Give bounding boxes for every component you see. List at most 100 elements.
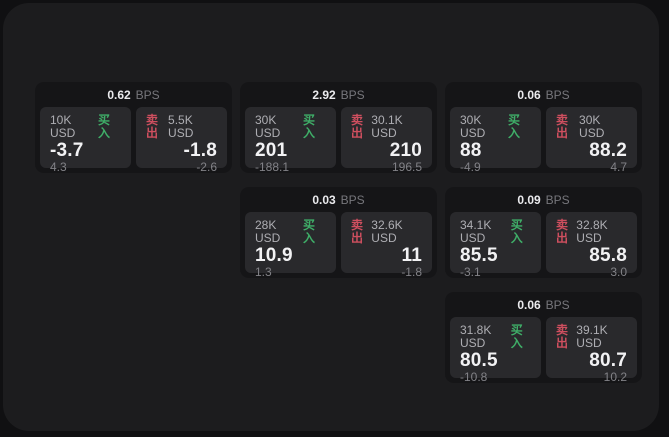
buy-pane-top: 30K USD 买入 — [255, 114, 326, 140]
sell-price: 88.2 — [589, 140, 627, 161]
buy-side-label: 买入 — [302, 218, 315, 245]
buy-pane-top: 10K USD 买入 — [50, 114, 121, 140]
quotes-grid: 0.62 BPS 10K USD 买入 -3.7 4.3 卖出 5.5K USD… — [35, 82, 642, 384]
card-header: 0.03 BPS — [245, 187, 432, 212]
buy-pane-top: 31.8K USD 买入 — [460, 324, 531, 350]
buy-pane-top: 34.1K USD 买入 — [460, 219, 531, 245]
card-header: 2.92 BPS — [245, 82, 432, 107]
sell-pane[interactable]: 卖出 5.5K USD -1.8 -2.6 — [136, 107, 227, 174]
sell-price: 80.7 — [589, 350, 627, 371]
sell-price: 210 — [389, 140, 422, 161]
sell-change: 3.0 — [610, 265, 627, 279]
sell-pane-top: 卖出 39.1K USD — [556, 324, 627, 350]
buy-pane[interactable]: 30K USD 买入 201 -188.1 — [245, 107, 336, 174]
sell-amount: 32.8K USD — [576, 218, 608, 245]
sell-pane-top: 卖出 5.5K USD — [146, 114, 217, 140]
card-header: 0.62 BPS — [40, 82, 227, 107]
buy-price: 88 — [460, 140, 482, 161]
buy-pane[interactable]: 34.1K USD 买入 85.5 -3.1 — [450, 212, 541, 279]
quote-card: 0.62 BPS 10K USD 买入 -3.7 4.3 卖出 5.5K USD… — [35, 82, 232, 174]
buy-side-label: 买入 — [302, 113, 315, 140]
sell-amount: 32.6K USD — [371, 218, 403, 245]
buy-side-label: 买入 — [510, 323, 523, 350]
bps-unit-label: BPS — [545, 192, 570, 207]
sell-pane-top: 卖出 30K USD — [556, 114, 627, 140]
card-body: 30K USD 买入 201 -188.1 卖出 30.1K USD 210 1… — [245, 107, 432, 174]
buy-amount: 30K USD — [460, 113, 486, 140]
sell-change: -2.6 — [196, 160, 217, 174]
buy-change: -188.1 — [255, 160, 290, 174]
sell-amount: 5.5K USD — [168, 113, 194, 140]
buy-amount: 30K USD — [255, 113, 281, 140]
sell-amount: 39.1K USD — [576, 323, 608, 350]
buy-change: 4.3 — [50, 160, 67, 174]
bps-value: 0.09 — [517, 192, 541, 207]
bps-unit-label: BPS — [340, 87, 365, 102]
sell-side-label: 卖出 — [146, 113, 159, 140]
buy-change: -10.8 — [460, 370, 488, 384]
bps-value: 0.06 — [517, 87, 541, 102]
bps-value: 2.92 — [312, 87, 336, 102]
quote-card: 0.03 BPS 28K USD 买入 10.9 1.3 卖出 32.6K US… — [240, 187, 437, 279]
sell-amount: 30K USD — [579, 113, 605, 140]
card-body: 31.8K USD 买入 80.5 -10.8 卖出 39.1K USD 80.… — [450, 317, 637, 384]
sell-price: 11 — [401, 245, 422, 266]
sell-pane[interactable]: 卖出 30K USD 88.2 4.7 — [546, 107, 637, 174]
buy-price: 85.5 — [460, 245, 498, 266]
buy-side-label: 买入 — [97, 113, 110, 140]
buy-pane[interactable]: 30K USD 买入 88 -4.9 — [450, 107, 541, 174]
sell-side-label: 卖出 — [351, 113, 364, 140]
sell-change: 10.2 — [603, 370, 627, 384]
sell-pane-top: 卖出 30.1K USD — [351, 114, 422, 140]
card-header: 0.06 BPS — [450, 82, 637, 107]
sell-change: 4.7 — [610, 160, 627, 174]
card-body: 30K USD 买入 88 -4.9 卖出 30K USD 88.2 4.7 — [450, 107, 637, 174]
bps-unit-label: BPS — [135, 87, 160, 102]
quote-card: 2.92 BPS 30K USD 买入 201 -188.1 卖出 30.1K … — [240, 82, 437, 174]
bps-unit-label: BPS — [545, 297, 570, 312]
sell-pane[interactable]: 卖出 32.8K USD 85.8 3.0 — [546, 212, 637, 279]
buy-change: 1.3 — [255, 265, 272, 279]
buy-price: 10.9 — [255, 245, 293, 266]
sell-amount: 30.1K USD — [371, 113, 403, 140]
sell-pane-top: 卖出 32.8K USD — [556, 219, 627, 245]
sell-change: 196.5 — [391, 160, 422, 174]
sell-side-label: 卖出 — [351, 218, 364, 245]
sell-side-label: 卖出 — [556, 323, 569, 350]
buy-amount: 31.8K USD — [460, 323, 492, 350]
card-body: 34.1K USD 买入 85.5 -3.1 卖出 32.8K USD 85.8… — [450, 212, 637, 279]
card-header: 0.06 BPS — [450, 292, 637, 317]
bps-value: 0.06 — [517, 297, 541, 312]
buy-change: -3.1 — [460, 265, 481, 279]
buy-pane[interactable]: 31.8K USD 买入 80.5 -10.8 — [450, 317, 541, 384]
buy-price: -3.7 — [50, 140, 84, 161]
bps-value: 0.62 — [107, 87, 131, 102]
buy-side-label: 买入 — [507, 113, 520, 140]
buy-price: 201 — [255, 140, 288, 161]
buy-pane-top: 28K USD 买入 — [255, 219, 326, 245]
buy-change: -4.9 — [460, 160, 481, 174]
buy-amount: 28K USD — [255, 218, 281, 245]
sell-side-label: 卖出 — [556, 218, 569, 245]
buy-amount: 10K USD — [50, 113, 76, 140]
quote-card: 0.09 BPS 34.1K USD 买入 85.5 -3.1 卖出 32.8K… — [445, 187, 642, 279]
quote-card: 0.06 BPS 30K USD 买入 88 -4.9 卖出 30K USD 8… — [445, 82, 642, 174]
card-body: 28K USD 买入 10.9 1.3 卖出 32.6K USD 11 -1.8 — [245, 212, 432, 279]
sell-pane-top: 卖出 32.6K USD — [351, 219, 422, 245]
sell-side-label: 卖出 — [556, 113, 569, 140]
buy-pane[interactable]: 10K USD 买入 -3.7 4.3 — [40, 107, 131, 174]
sell-price: 85.8 — [589, 245, 627, 266]
buy-pane-top: 30K USD 买入 — [460, 114, 531, 140]
buy-side-label: 买入 — [510, 218, 523, 245]
sell-pane[interactable]: 卖出 39.1K USD 80.7 10.2 — [546, 317, 637, 384]
quote-card: 0.06 BPS 31.8K USD 买入 80.5 -10.8 卖出 39.1… — [445, 292, 642, 384]
sell-pane[interactable]: 卖出 30.1K USD 210 196.5 — [341, 107, 432, 174]
buy-pane[interactable]: 28K USD 买入 10.9 1.3 — [245, 212, 336, 279]
main-panel: 0.62 BPS 10K USD 买入 -3.7 4.3 卖出 5.5K USD… — [3, 3, 659, 431]
bps-value: 0.03 — [312, 192, 336, 207]
buy-price: 80.5 — [460, 350, 498, 371]
sell-price: -1.8 — [183, 140, 217, 161]
card-body: 10K USD 买入 -3.7 4.3 卖出 5.5K USD -1.8 -2.… — [40, 107, 227, 174]
bps-unit-label: BPS — [340, 192, 365, 207]
sell-pane[interactable]: 卖出 32.6K USD 11 -1.8 — [341, 212, 432, 279]
